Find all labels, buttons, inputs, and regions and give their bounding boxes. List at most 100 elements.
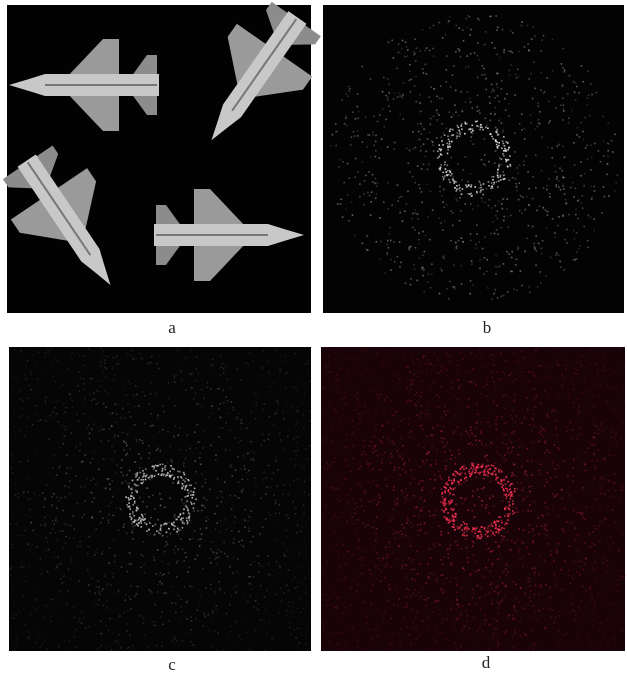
speckle	[535, 406, 537, 408]
speckle	[44, 497, 46, 499]
speckle	[530, 73, 532, 75]
speckle	[372, 131, 374, 133]
speckle	[394, 469, 396, 471]
speckle	[523, 351, 525, 353]
speckle	[465, 156, 467, 158]
speckle	[563, 109, 565, 111]
speckle	[483, 478, 485, 480]
speckle	[135, 490, 137, 492]
speckle	[131, 517, 133, 519]
speckle	[199, 389, 201, 391]
speckle	[34, 450, 36, 452]
speckle	[589, 587, 591, 589]
speckle	[445, 445, 447, 447]
speckle	[561, 170, 563, 172]
speckle	[490, 233, 492, 235]
speckle	[99, 593, 101, 595]
speckle	[440, 85, 442, 87]
speckle	[441, 164, 443, 166]
speckle	[500, 175, 502, 177]
speckle	[355, 503, 357, 505]
speckle	[222, 497, 224, 499]
speckle	[498, 142, 500, 144]
speckle	[40, 419, 42, 421]
speckle	[235, 651, 237, 653]
speckle	[98, 580, 100, 582]
speckle	[20, 567, 22, 569]
speckle	[566, 649, 568, 651]
speckle	[436, 449, 438, 451]
speckle	[295, 513, 297, 515]
speckle	[451, 520, 453, 522]
speckle	[536, 621, 538, 623]
speckle	[579, 136, 581, 138]
speckle	[139, 517, 141, 519]
speckle	[495, 423, 497, 425]
speckle	[277, 402, 279, 404]
speckle	[38, 393, 40, 395]
speckle	[554, 622, 556, 624]
speckle	[545, 525, 547, 527]
speckle	[491, 91, 493, 93]
speckle	[523, 556, 525, 558]
speckle	[46, 484, 48, 486]
speckle	[339, 573, 341, 575]
speckle	[375, 571, 377, 573]
speckle	[343, 479, 345, 481]
speckle	[238, 497, 240, 499]
speckle	[515, 508, 517, 510]
speckle	[51, 504, 53, 506]
speckle	[593, 230, 595, 232]
speckle	[549, 196, 551, 198]
speckle	[611, 436, 613, 438]
speckle	[247, 601, 249, 603]
speckle	[200, 596, 202, 598]
speckle	[357, 93, 359, 95]
speckle	[394, 500, 396, 502]
speckle	[63, 439, 65, 441]
speckle	[515, 264, 517, 266]
speckle	[509, 493, 511, 495]
speckle	[425, 50, 427, 52]
speckle	[484, 614, 486, 616]
speckle	[432, 515, 434, 517]
speckle	[130, 598, 132, 600]
speckle	[101, 645, 103, 647]
speckle	[84, 365, 86, 367]
speckle	[407, 381, 409, 383]
speckle	[388, 233, 390, 235]
speckle	[206, 520, 208, 522]
speckle	[574, 259, 576, 261]
speckle	[540, 584, 542, 586]
speckle	[561, 374, 563, 376]
speckle	[189, 485, 191, 487]
speckle	[472, 541, 474, 543]
speckle	[493, 522, 495, 524]
speckle	[75, 646, 77, 648]
speckle	[380, 581, 382, 583]
speckle	[618, 610, 620, 612]
speckle	[382, 108, 384, 110]
speckle	[485, 577, 487, 579]
speckle	[367, 481, 369, 483]
speckle	[540, 431, 542, 433]
speckle	[198, 590, 200, 592]
speckle	[538, 106, 540, 108]
speckle	[528, 49, 530, 51]
speckle	[430, 287, 432, 289]
speckle	[540, 282, 542, 284]
speckle	[425, 362, 427, 364]
speckle	[129, 635, 131, 637]
speckle	[421, 510, 423, 512]
speckle	[573, 631, 575, 633]
speckle	[270, 487, 272, 489]
speckle	[515, 584, 517, 586]
speckle	[441, 510, 443, 512]
speckle	[26, 379, 28, 381]
speckle	[535, 361, 537, 363]
speckle	[610, 609, 612, 611]
speckle	[440, 149, 442, 151]
speckle	[564, 560, 566, 562]
speckle	[489, 529, 491, 531]
speckle	[367, 236, 369, 238]
